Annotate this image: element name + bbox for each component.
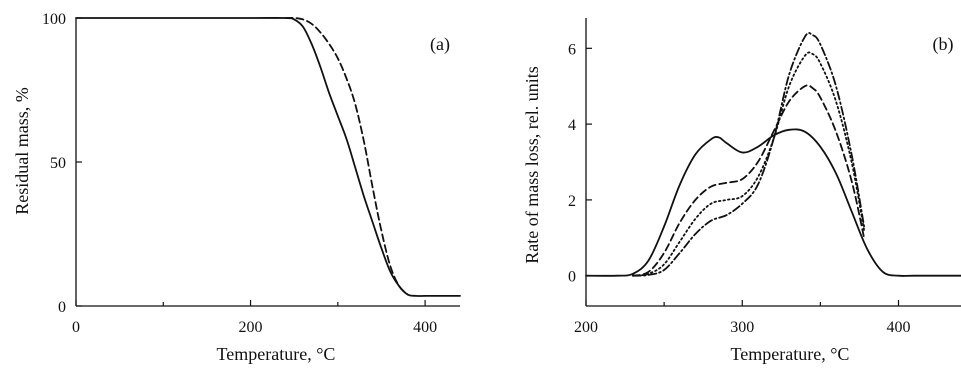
panel-a-x-tick-label: 200 bbox=[239, 319, 263, 336]
panel-a-series-solid-line bbox=[75, 17, 461, 297]
panel-b-y-tick-label: 6 bbox=[568, 41, 576, 58]
panel-a-label: (a) bbox=[430, 34, 450, 55]
panel-b-y-tick-label: 0 bbox=[568, 269, 576, 286]
panel-a-xlabel: Temperature, °C bbox=[217, 344, 336, 364]
panel-b-xlabel: Temperature, °C bbox=[731, 344, 850, 364]
panel-a-y-tick-label: 0 bbox=[58, 299, 66, 316]
panel-a-y-tick-label: 100 bbox=[42, 11, 66, 28]
panel-b-ylabel: Rate of mass loss, rel. units bbox=[522, 66, 542, 263]
panel-a-x-tick-label: 0 bbox=[72, 319, 80, 336]
panel-b-x-tick-label: 200 bbox=[574, 319, 598, 336]
chart-panel-a: Residual mass, % Temperature, °C (a) 0 50… bbox=[12, 11, 461, 364]
chart-panel-b: Rate of mass loss, rel. units Temperatur… bbox=[522, 18, 961, 364]
panel-b-y-tick-label: 2 bbox=[568, 193, 576, 210]
panel-a-series-dashed-line bbox=[284, 17, 409, 296]
panel-a-x-tick-label: 400 bbox=[413, 319, 437, 336]
panel-b-series-solid-line bbox=[585, 128, 961, 277]
panel-b-series-dotted-line bbox=[632, 51, 865, 277]
panel-b-series-dashed-line bbox=[632, 84, 865, 277]
panel-b-series-dash-dot-line bbox=[632, 32, 865, 277]
panel-b-x-tick-label: 400 bbox=[887, 319, 911, 336]
panel-b-y-tick-label: 4 bbox=[568, 117, 576, 134]
panel-a-ylabel: Residual mass, % bbox=[12, 87, 32, 215]
panel-b-label: (b) bbox=[933, 34, 954, 55]
panel-b-x-tick-label: 300 bbox=[730, 319, 754, 336]
panel-a-y-tick-label: 50 bbox=[50, 155, 66, 172]
